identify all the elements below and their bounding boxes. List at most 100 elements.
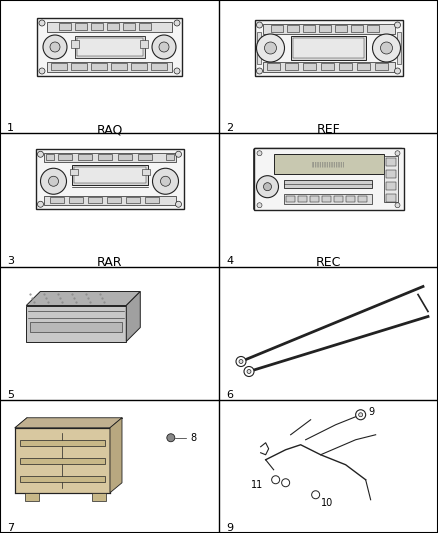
Circle shape bbox=[282, 479, 290, 487]
Bar bbox=[297, 196, 307, 202]
Polygon shape bbox=[26, 292, 140, 305]
Bar bbox=[350, 25, 363, 32]
Circle shape bbox=[43, 35, 67, 59]
Circle shape bbox=[167, 434, 175, 442]
Bar bbox=[257, 32, 261, 64]
Bar bbox=[303, 25, 314, 32]
Bar bbox=[20, 440, 105, 446]
Bar bbox=[266, 63, 279, 70]
Bar bbox=[59, 23, 71, 30]
Bar bbox=[30, 321, 122, 332]
Text: |||||||||||||||||||: ||||||||||||||||||| bbox=[312, 161, 345, 167]
Bar bbox=[151, 63, 167, 70]
Bar bbox=[71, 40, 79, 48]
Bar bbox=[47, 62, 172, 72]
Text: 11: 11 bbox=[251, 480, 263, 490]
Text: 3: 3 bbox=[7, 256, 14, 266]
Bar bbox=[273, 154, 384, 174]
Bar bbox=[357, 196, 367, 202]
Bar bbox=[145, 197, 159, 203]
Bar bbox=[43, 154, 176, 162]
Bar bbox=[141, 169, 149, 175]
Bar bbox=[47, 22, 172, 32]
Circle shape bbox=[395, 22, 400, 28]
Bar bbox=[254, 20, 403, 76]
Text: 5: 5 bbox=[7, 390, 14, 400]
Circle shape bbox=[312, 491, 320, 499]
Circle shape bbox=[265, 42, 276, 54]
Bar bbox=[15, 428, 110, 492]
Circle shape bbox=[38, 151, 43, 157]
Bar bbox=[92, 492, 106, 500]
Circle shape bbox=[257, 203, 262, 208]
Bar bbox=[25, 492, 39, 500]
Circle shape bbox=[160, 176, 170, 186]
Circle shape bbox=[356, 410, 366, 420]
Bar bbox=[117, 154, 131, 160]
Bar bbox=[20, 458, 105, 464]
Circle shape bbox=[395, 203, 400, 208]
Text: 6: 6 bbox=[226, 390, 233, 400]
Bar bbox=[37, 18, 182, 76]
Circle shape bbox=[40, 168, 67, 194]
Bar bbox=[293, 38, 364, 58]
Polygon shape bbox=[15, 418, 122, 428]
Circle shape bbox=[176, 151, 181, 157]
Circle shape bbox=[239, 359, 243, 364]
Text: 7: 7 bbox=[7, 523, 14, 533]
Circle shape bbox=[50, 42, 60, 52]
Polygon shape bbox=[126, 292, 140, 342]
Bar bbox=[385, 170, 396, 178]
Text: REF: REF bbox=[317, 123, 340, 136]
Bar bbox=[139, 23, 151, 30]
Circle shape bbox=[159, 42, 169, 52]
Bar bbox=[283, 180, 371, 188]
Bar bbox=[46, 154, 53, 160]
Bar bbox=[321, 196, 331, 202]
Bar bbox=[396, 32, 400, 64]
Circle shape bbox=[244, 367, 254, 376]
Circle shape bbox=[264, 183, 272, 191]
Bar bbox=[303, 63, 315, 70]
Bar bbox=[88, 197, 102, 203]
Bar bbox=[43, 196, 176, 205]
Bar bbox=[262, 62, 395, 72]
Bar bbox=[111, 63, 127, 70]
Text: 2: 2 bbox=[226, 123, 233, 133]
Bar bbox=[75, 23, 87, 30]
Circle shape bbox=[174, 20, 180, 26]
Bar bbox=[71, 63, 87, 70]
Bar bbox=[318, 25, 331, 32]
Bar bbox=[357, 63, 370, 70]
Bar bbox=[106, 197, 120, 203]
Polygon shape bbox=[110, 418, 122, 492]
Circle shape bbox=[176, 201, 181, 207]
Bar bbox=[71, 165, 148, 185]
Bar bbox=[140, 40, 148, 48]
Circle shape bbox=[174, 68, 180, 74]
Bar bbox=[384, 156, 398, 202]
Bar bbox=[166, 154, 173, 160]
Bar bbox=[57, 154, 71, 160]
Bar bbox=[74, 36, 145, 58]
Circle shape bbox=[359, 413, 363, 417]
Bar bbox=[123, 23, 135, 30]
Text: 8: 8 bbox=[191, 433, 197, 443]
Circle shape bbox=[257, 68, 262, 74]
Bar bbox=[91, 63, 107, 70]
Bar bbox=[335, 25, 346, 32]
Bar bbox=[68, 197, 82, 203]
Circle shape bbox=[395, 68, 400, 74]
Bar bbox=[385, 182, 396, 190]
Circle shape bbox=[39, 20, 45, 26]
Text: 10: 10 bbox=[321, 498, 333, 508]
Bar bbox=[283, 194, 371, 204]
Circle shape bbox=[152, 35, 176, 59]
Bar bbox=[374, 63, 388, 70]
Bar bbox=[35, 149, 184, 209]
Bar bbox=[138, 154, 152, 160]
Circle shape bbox=[257, 22, 262, 28]
Bar bbox=[78, 154, 92, 160]
Bar bbox=[91, 23, 103, 30]
Bar bbox=[51, 63, 67, 70]
